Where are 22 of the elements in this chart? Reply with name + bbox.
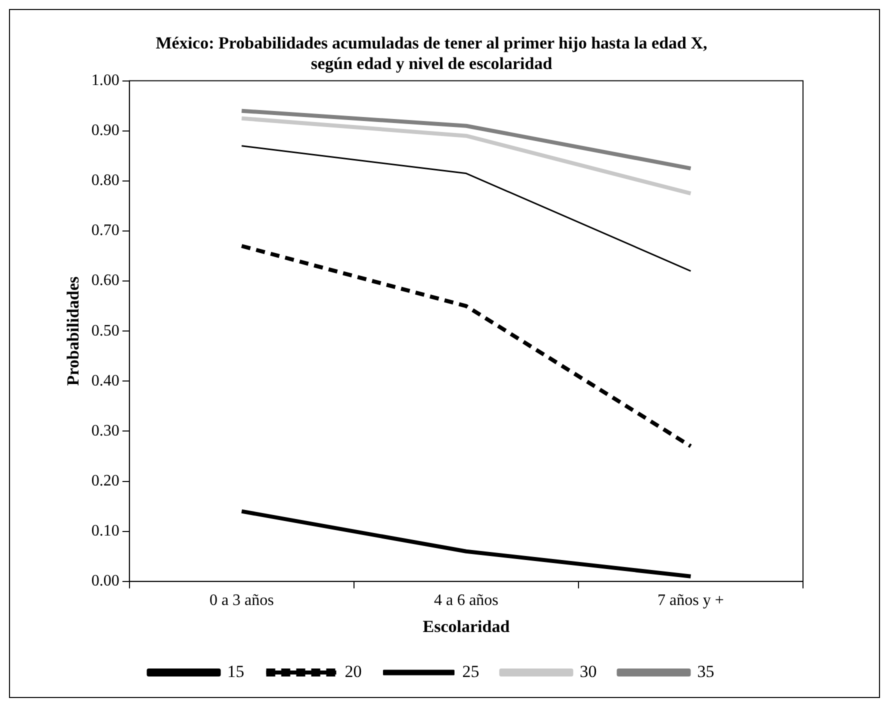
y-tick-label: 1.00 [91,72,120,90]
y-tick-label: 0.40 [91,372,120,390]
legend-label: 15 [227,662,244,681]
y-tick-label: 0.70 [91,222,120,240]
y-tick-label: 0.90 [91,122,120,140]
legend-label: 20 [344,662,362,681]
legend-label: 35 [697,662,714,681]
y-tick-label: 0.20 [91,472,120,490]
y-tick-label: 0.60 [91,272,120,290]
y-tick-label: 0.10 [91,522,120,540]
x-tick-label: 4 a 6 años [434,592,498,610]
x-axis-title: Escolaridad [422,617,510,636]
chart-title: México: Probabilidades acumuladas de tener al primer hijo hasta la edad X, según edad y nivel de escolaridad [156,34,708,73]
y-tick-label: 0.50 [91,322,120,340]
x-tick-label: 7 años y + [658,592,724,610]
y-axis-title: Probabilidades [64,276,83,386]
y-tick-label: 0.00 [91,572,120,590]
y-tick-label: 0.30 [91,422,120,440]
legend-label: 25 [462,662,480,681]
x-tick-label: 0 a 3 años [209,592,274,610]
y-tick-label: 0.80 [91,172,120,190]
legend-label: 30 [580,662,597,681]
